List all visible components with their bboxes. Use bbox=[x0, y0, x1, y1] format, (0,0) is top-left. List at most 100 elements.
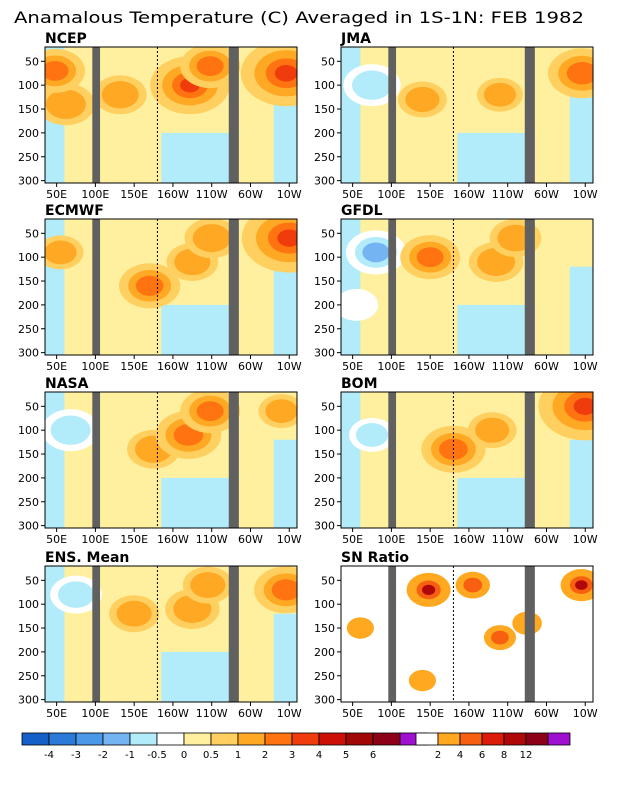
cool-region bbox=[273, 266, 297, 355]
land-mask-indonesia bbox=[92, 392, 101, 528]
panel-ecmwf: ECMWF 50E 100E 150E 160W 110W 60W 10W 50 100 150 20… bbox=[18, 203, 302, 373]
colorbar-label: 4 bbox=[457, 750, 463, 761]
anomaly-contour bbox=[408, 669, 437, 692]
x-tick-label: 110W bbox=[196, 188, 228, 201]
colorbar-swatch bbox=[318, 732, 347, 746]
y-tick-label: 100 bbox=[314, 251, 335, 264]
cool-region bbox=[341, 392, 361, 528]
y-tick-label: 50 bbox=[321, 574, 335, 587]
land-mask-indonesia bbox=[92, 219, 101, 355]
anomaly-contour bbox=[265, 399, 297, 423]
cool-region bbox=[161, 651, 239, 702]
anomaly-colorbar: -4 -3 -2 -1 -0.5 0 0.5 1 2 3 4 5 6 bbox=[21, 732, 428, 761]
y-tick-label: 250 bbox=[18, 670, 39, 683]
y-tick-label: 50 bbox=[321, 227, 335, 240]
y-tick-label: 250 bbox=[18, 496, 39, 509]
anomaly-contour bbox=[45, 89, 86, 119]
colorbar-swatch bbox=[264, 732, 293, 746]
anomaly-contour bbox=[45, 60, 69, 81]
land-mask-indonesia bbox=[388, 47, 397, 183]
cool-region bbox=[457, 304, 535, 355]
y-tick-label: 300 bbox=[314, 520, 335, 533]
y-tick-label: 100 bbox=[314, 598, 335, 611]
y-tick-label: 50 bbox=[321, 55, 335, 68]
anomaly-contour bbox=[483, 82, 517, 107]
x-tick-label: 150E bbox=[416, 188, 444, 201]
anomaly-contour bbox=[575, 580, 588, 590]
x-tick-label: 60W bbox=[534, 188, 559, 201]
anomaly-contour bbox=[45, 240, 77, 265]
x-tick-label: 10W bbox=[277, 188, 302, 201]
x-tick-label: 150E bbox=[416, 533, 444, 546]
y-tick-label: 50 bbox=[25, 574, 39, 587]
x-tick-label: 100E bbox=[377, 188, 405, 201]
x-tick-label: 150E bbox=[120, 360, 148, 373]
plot-frame bbox=[44, 46, 298, 184]
panel-ens-mean: ENS. Mean 50E 100E 150E 160W 110W 60W 10W 50 100 1… bbox=[18, 550, 302, 720]
y-tick-label: 250 bbox=[314, 323, 335, 336]
colorbar-swatch bbox=[291, 732, 320, 746]
colorbar-label: 2 bbox=[262, 750, 268, 761]
x-tick-label: 100E bbox=[81, 707, 109, 720]
x-tick-label: 150E bbox=[120, 533, 148, 546]
panel-jma: JMA 50E 100E 150E 160W 110W 60W 10W 50 100 150 200 2… bbox=[314, 31, 598, 201]
x-tick-label: 160W bbox=[157, 360, 189, 373]
x-tick-label: 50E bbox=[46, 707, 67, 720]
x-tick-label: 160W bbox=[157, 533, 189, 546]
land-mask-americas bbox=[524, 47, 535, 183]
x-tick-label: 60W bbox=[238, 188, 263, 201]
land-mask-indonesia bbox=[388, 219, 397, 355]
colorbar-label: -0.5 bbox=[147, 750, 167, 761]
colorbar-swatch bbox=[210, 732, 239, 746]
x-tick-label: 110W bbox=[492, 188, 524, 201]
panel-title: ECMWF bbox=[45, 203, 104, 219]
panel-bom: BOM 50E 100E 150E 160W 110W 60W 10W 50 100 150 200 2… bbox=[314, 376, 598, 546]
y-tick-label: 200 bbox=[18, 127, 39, 140]
anomaly-contour bbox=[341, 288, 379, 321]
anomaly-contour bbox=[277, 229, 297, 247]
y-tick-label: 250 bbox=[314, 670, 335, 683]
colorbar-swatch bbox=[129, 732, 158, 746]
y-tick-label: 200 bbox=[18, 646, 39, 659]
cool-region bbox=[457, 477, 535, 528]
colorbar-label: -1 bbox=[125, 750, 135, 761]
x-tick-label: 150E bbox=[416, 360, 444, 373]
panel-title: JMA bbox=[340, 31, 371, 47]
anomaly-contour bbox=[135, 275, 164, 296]
anomaly-contour bbox=[50, 415, 91, 445]
colorbar-label: 4 bbox=[316, 750, 322, 761]
y-tick-label: 50 bbox=[25, 55, 39, 68]
anomaly-contour bbox=[573, 397, 593, 415]
y-tick-label: 250 bbox=[18, 151, 39, 164]
x-tick-label: 110W bbox=[492, 707, 524, 720]
y-tick-label: 200 bbox=[314, 646, 335, 659]
x-tick-label: 150E bbox=[416, 707, 444, 720]
x-tick-label: 160W bbox=[453, 707, 485, 720]
x-tick-label: 50E bbox=[46, 188, 67, 201]
x-tick-label: 110W bbox=[492, 360, 524, 373]
anomaly-contour bbox=[497, 224, 534, 252]
colorbar-swatch bbox=[547, 732, 571, 746]
y-tick-label: 200 bbox=[314, 472, 335, 485]
x-tick-label: 10W bbox=[573, 360, 598, 373]
x-tick-label: 50E bbox=[342, 707, 363, 720]
y-tick-label: 250 bbox=[18, 323, 39, 336]
x-tick-label: 100E bbox=[81, 533, 109, 546]
sn-ratio-colorbar: 2 4 6 8 12 bbox=[415, 732, 571, 761]
colorbar-label: 1 bbox=[235, 750, 241, 761]
y-tick-label: 200 bbox=[18, 472, 39, 485]
land-mask-americas bbox=[228, 47, 239, 183]
colorbar-label: -2 bbox=[98, 750, 108, 761]
cool-region bbox=[161, 304, 239, 355]
land-mask-americas bbox=[228, 392, 239, 528]
cool-region bbox=[161, 477, 239, 528]
x-tick-label: 10W bbox=[277, 360, 302, 373]
plot-frame bbox=[340, 391, 594, 529]
x-tick-label: 100E bbox=[377, 533, 405, 546]
x-tick-label: 110W bbox=[196, 707, 228, 720]
cool-region bbox=[273, 439, 297, 528]
panel-title: GFDL bbox=[341, 203, 383, 219]
land-mask-indonesia bbox=[388, 392, 397, 528]
x-tick-label: 160W bbox=[453, 360, 485, 373]
anomaly-contour bbox=[57, 581, 95, 608]
